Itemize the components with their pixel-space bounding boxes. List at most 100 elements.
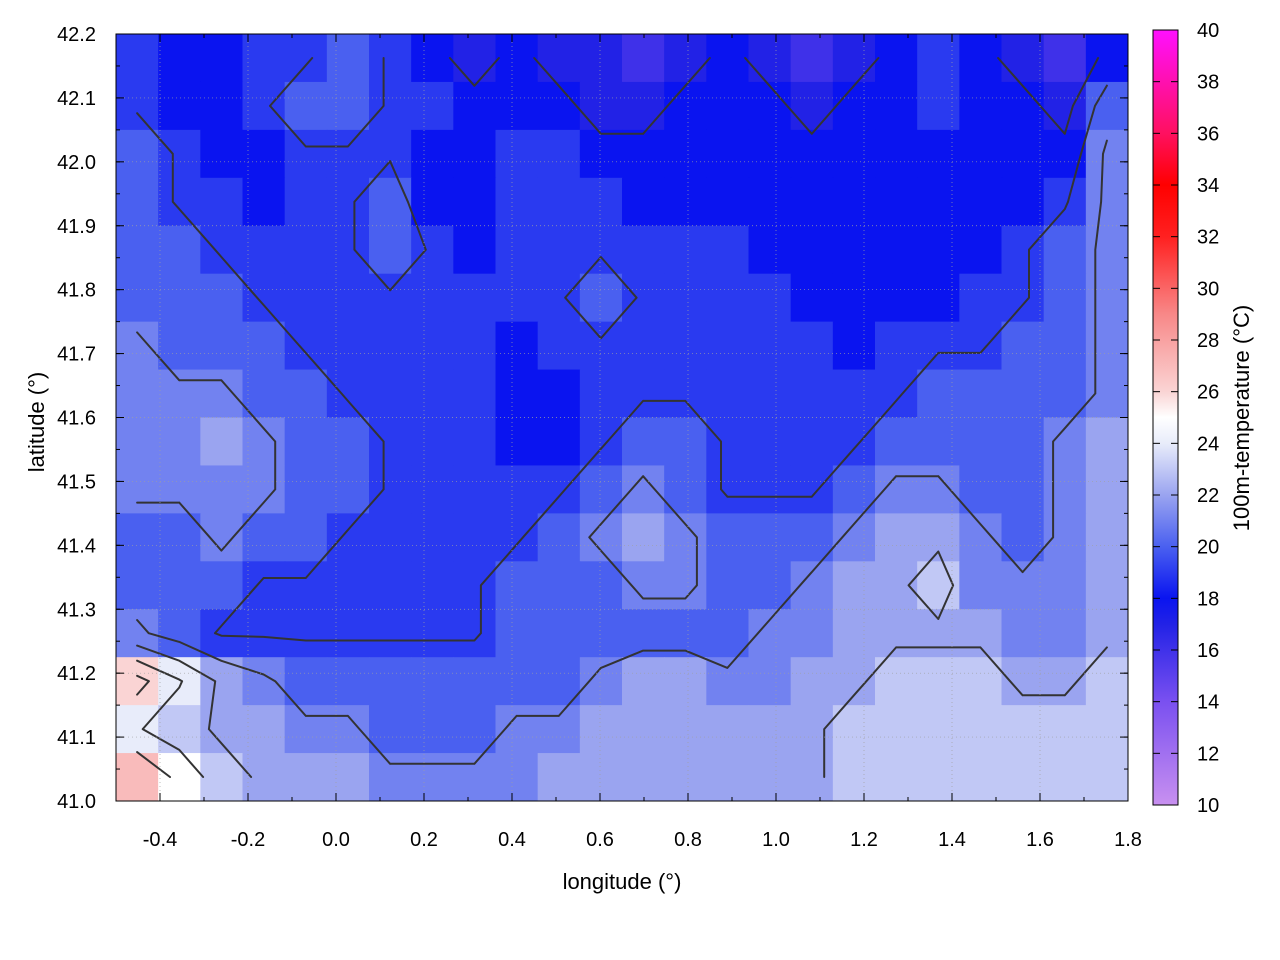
heat-cell bbox=[326, 81, 370, 131]
heat-cell bbox=[326, 561, 370, 610]
heat-cell bbox=[875, 81, 918, 131]
heat-cell bbox=[411, 273, 454, 323]
heat-cell bbox=[875, 369, 918, 419]
heat-cell bbox=[200, 657, 244, 706]
colorbar-axis: 10 12 14 16 18 20 22 24 26 28 30 32 34 36 38 40 bbox=[1153, 20, 1219, 817]
heat-cell bbox=[411, 321, 454, 371]
heat-cell bbox=[326, 417, 370, 467]
heat-cell bbox=[959, 177, 1003, 227]
heat-cell bbox=[453, 513, 497, 562]
heat-cell bbox=[959, 513, 1003, 562]
heat-cell bbox=[622, 369, 665, 419]
heat-cell bbox=[664, 369, 707, 419]
heat-cell bbox=[537, 753, 581, 801]
heat-cell bbox=[875, 465, 918, 514]
heat-cell bbox=[579, 369, 623, 419]
heat-cell bbox=[537, 465, 581, 514]
heat-cell bbox=[917, 177, 960, 227]
heat-cell bbox=[579, 705, 623, 754]
heat-cell bbox=[832, 273, 876, 323]
colorbar-tick-label: 24 bbox=[1197, 433, 1219, 455]
heat-cell bbox=[158, 705, 201, 754]
heat-cell bbox=[579, 465, 623, 514]
heat-cell bbox=[200, 417, 244, 467]
heat-cell bbox=[790, 513, 834, 562]
heat-cell bbox=[1085, 609, 1128, 658]
colorbar-tick-label: 14 bbox=[1197, 692, 1219, 714]
heat-cell bbox=[959, 369, 1003, 419]
heat-cell bbox=[284, 705, 328, 754]
heat-cell bbox=[706, 273, 750, 323]
heat-cell bbox=[748, 753, 792, 801]
heat-cell bbox=[242, 129, 286, 179]
heat-cell bbox=[917, 273, 960, 323]
heat-cell bbox=[1085, 561, 1128, 610]
heat-cell bbox=[959, 609, 1003, 658]
heat-cell bbox=[706, 513, 750, 562]
heat-cell bbox=[326, 465, 370, 514]
heat-cell bbox=[622, 129, 665, 179]
heat-cell bbox=[1001, 465, 1045, 514]
y-tick-label: 41.6 bbox=[57, 408, 96, 430]
heat-cell bbox=[832, 609, 876, 658]
heat-cell bbox=[411, 225, 454, 275]
heat-cell bbox=[453, 657, 497, 706]
heat-cell bbox=[832, 657, 876, 706]
heat-cell bbox=[495, 609, 539, 658]
heat-cell bbox=[326, 753, 370, 801]
heat-cell bbox=[917, 129, 960, 179]
heat-cell bbox=[453, 321, 497, 371]
heat-cell bbox=[790, 561, 834, 610]
heat-cell bbox=[495, 177, 539, 227]
heat-cell bbox=[790, 34, 834, 83]
heat-cell bbox=[453, 273, 497, 323]
heat-cell bbox=[875, 561, 918, 610]
heat-cell bbox=[1085, 417, 1128, 467]
heat-cell bbox=[537, 273, 581, 323]
heat-cell bbox=[537, 81, 581, 131]
y-tick-label: 41.2 bbox=[57, 663, 96, 685]
heat-cell bbox=[832, 129, 876, 179]
heat-cell bbox=[748, 273, 792, 323]
heat-cell bbox=[326, 369, 370, 419]
heat-cell bbox=[706, 129, 750, 179]
heat-cell bbox=[1043, 465, 1087, 514]
heat-cell bbox=[1043, 369, 1087, 419]
heat-cell bbox=[326, 513, 370, 562]
heat-cell bbox=[959, 34, 1003, 83]
x-tick-label: 1.6 bbox=[1026, 829, 1054, 851]
heat-cell bbox=[1001, 81, 1045, 131]
heat-cell bbox=[622, 273, 665, 323]
heat-cell bbox=[622, 705, 665, 754]
y-tick-label: 42.2 bbox=[57, 24, 96, 46]
colorbar-tick-label: 26 bbox=[1197, 382, 1219, 404]
heat-cell bbox=[369, 561, 412, 610]
heat-cell bbox=[1085, 753, 1128, 801]
heat-cell bbox=[622, 513, 665, 562]
heat-cell bbox=[495, 129, 539, 179]
heat-cell bbox=[875, 273, 918, 323]
heat-cell bbox=[158, 177, 201, 227]
heat-cell bbox=[537, 129, 581, 179]
heat-cell bbox=[242, 417, 286, 467]
heat-cell bbox=[453, 417, 497, 467]
heat-cell bbox=[1043, 561, 1087, 610]
heat-cell bbox=[284, 753, 328, 801]
y-tick-label: 42.0 bbox=[57, 152, 96, 174]
heat-cell bbox=[116, 225, 159, 275]
heat-cell bbox=[959, 129, 1003, 179]
heat-cell bbox=[579, 34, 623, 83]
heat-cell bbox=[242, 561, 286, 610]
heat-cell bbox=[369, 657, 412, 706]
heat-cell bbox=[116, 657, 159, 706]
heat-cell bbox=[790, 273, 834, 323]
heat-cell bbox=[748, 225, 792, 275]
heat-cell bbox=[622, 177, 665, 227]
heat-cell bbox=[579, 81, 623, 131]
heat-cell bbox=[1043, 34, 1087, 83]
heat-cell bbox=[326, 34, 370, 83]
heat-cell bbox=[495, 273, 539, 323]
heat-cell bbox=[748, 369, 792, 419]
x-tick-label: -0.2 bbox=[231, 829, 265, 851]
